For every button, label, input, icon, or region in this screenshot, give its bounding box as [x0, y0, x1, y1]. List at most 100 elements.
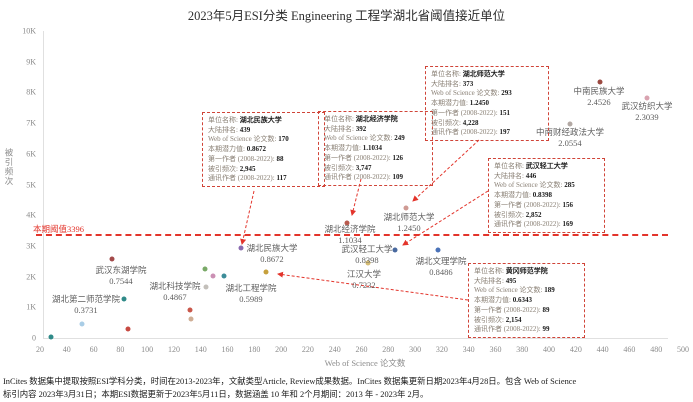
institution-name: 湖北第二师范学院 [51, 294, 121, 304]
y-tick-4K: 4K [26, 210, 36, 220]
x-tick-300: 300 [409, 345, 422, 354]
annotation-row: Web of Science 论文数: 189 [474, 286, 555, 295]
institution-name: 武汉轻工大学 [341, 244, 393, 254]
point-label-湖北文理学院: 湖北文理学院 0.8486 [415, 256, 466, 277]
annotation-row: 大陆排名: 446 [494, 171, 537, 180]
x-tick-400: 400 [543, 345, 556, 354]
point-label-江汉大学: 江汉大学 0.7232 [347, 269, 381, 290]
institution-name: 湖北师范大学 [383, 212, 435, 222]
x-axis-title: Web of Science 论文数 [324, 358, 406, 368]
annotation-row: Web of Science 论文数: 285 [494, 181, 575, 190]
annotation-row: 单位名称: 湖北经济学院 [324, 115, 398, 123]
y-tick-7K: 7K [26, 118, 36, 128]
x-tick-60: 60 [89, 345, 98, 354]
institution-name: 湖北科技学院 [149, 281, 201, 291]
scatter-point-武汉纺织大学[interactable] [644, 95, 650, 101]
annotation-row: 被引频次: 4,228 [431, 118, 479, 127]
annotation-row: 大陆排名: 392 [324, 124, 367, 133]
scatter-point-湖北文理学院[interactable] [435, 247, 441, 253]
potential-value: 0.8672 [260, 253, 284, 264]
scatter-point-中南民族大学[interactable] [597, 79, 603, 85]
annotation-box-武汉轻工大学: 单位名称: 武汉轻工大学 大陆排名: 446 Web of Science 论文数:… [488, 158, 605, 233]
potential-value: 2.0554 [558, 137, 582, 148]
annotation-row: 被引频次: 2,852 [494, 210, 542, 219]
annotation-row: 大陆排名: 439 [208, 125, 251, 134]
scatter-point-unlabeled-20[interactable] [48, 334, 54, 340]
potential-value: 1.2450 [397, 222, 421, 233]
x-tick-160: 160 [221, 345, 234, 354]
annotation-row: 被引频次: 2,154 [474, 315, 522, 324]
scatter-point-湖北民族大学[interactable] [238, 245, 244, 251]
point-label-湖北第二师范学院: 湖北第二师范学院 0.3731 [52, 294, 120, 315]
institution-name: 武汉东湖学院 [95, 265, 147, 275]
x-tick-40: 40 [62, 345, 71, 354]
point-label-湖北师范大学: 湖北师范大学 1.2450 [383, 212, 434, 233]
annotation-row: Web of Science 论文数: 170 [208, 135, 289, 144]
y-axis-line [43, 31, 44, 338]
y-tick-5K: 5K [26, 180, 36, 189]
scatter-point-武汉东湖学院[interactable] [109, 256, 115, 262]
annotation-row: 本期潜力值: 0.8398 [494, 191, 552, 200]
x-tick-260: 260 [355, 345, 368, 354]
scatter-point-江汉大学[interactable] [365, 260, 371, 266]
scatter-point-中南财经政法大学[interactable] [567, 121, 573, 127]
scatter-point-unlabeled-18[interactable] [125, 326, 131, 332]
y-tick-1K: 1K [26, 302, 36, 312]
y-axis-title: 被引频次 [4, 148, 14, 186]
footnote-line-2: 标引内容 2023年3月31日；本期ESI数据更新于2023年5月11日，数据涵… [3, 390, 429, 399]
scatter-point-unlabeled-14[interactable] [202, 266, 208, 272]
scatter-point-湖北第二师范学院[interactable] [121, 296, 127, 302]
scatter-point-unlabeled-17[interactable] [188, 316, 194, 322]
x-tick-200: 200 [275, 345, 288, 354]
annotation-box-湖北师范大学: 单位名称: 湖北师范大学 大陆排名: 373 Web of Science 论文数:… [425, 66, 549, 141]
x-tick-460: 460 [623, 345, 636, 354]
potential-value: 0.7544 [109, 275, 133, 286]
scatter-point-湖北师范大学[interactable] [403, 205, 409, 211]
institution-name: 中南民族大学 [573, 86, 625, 96]
annotation-box-湖北民族大学: 单位名称: 湖北民族大学 大陆排名: 439 Web of Science 论文数:… [202, 112, 325, 187]
scatter-point-湖北科技学院[interactable] [203, 284, 209, 290]
x-axis-line [43, 338, 668, 339]
x-tick-100: 100 [141, 345, 154, 354]
y-tick-9K: 9K [26, 57, 36, 67]
y-tick-0: 0 [32, 333, 36, 343]
institution-name: 湖北工程学院 [225, 283, 277, 293]
potential-value: 0.8398 [355, 254, 379, 265]
annotation-row: 通讯作者 (2008-2022): 99 [474, 325, 550, 334]
scatter-point-unlabeled-16[interactable] [187, 307, 193, 313]
potential-value: 0.5989 [239, 293, 263, 304]
annotation-row: 大陆排名: 495 [474, 276, 517, 285]
potential-value: 1.1034 [338, 234, 362, 245]
x-tick-20: 20 [36, 345, 44, 354]
scatter-point-unlabeled-15[interactable] [210, 273, 216, 279]
annotation-row: 第一作者 (2008-2022): 89 [474, 305, 550, 314]
y-tick-2K: 2K [26, 272, 36, 282]
point-label-湖北科技学院: 湖北科技学院 0.4867 [149, 281, 200, 302]
scatter-point-湖北经济学院[interactable] [344, 220, 350, 226]
point-label-湖北经济学院: 湖北经济学院 1.1034 [324, 224, 375, 245]
x-tick-480: 480 [650, 345, 663, 354]
annotation-row: 通讯作者 (2008-2022): 169 [494, 220, 573, 229]
annotation-row: 第一作者 (2008-2022): 156 [494, 200, 573, 209]
scatter-point-湖北工程学院[interactable] [221, 273, 227, 279]
potential-value: 2.4526 [587, 96, 611, 107]
scatter-point-unlabeled-19[interactable] [79, 321, 85, 327]
point-label-中南民族大学: 中南民族大学 2.4526 [573, 86, 624, 107]
potential-value: 0.4867 [163, 291, 187, 302]
x-tick-80: 80 [116, 345, 125, 354]
point-label-武汉东湖学院: 武汉东湖学院 0.7544 [95, 265, 146, 286]
annotation-row: 第一作者 (2008-2022): 88 [208, 154, 284, 163]
x-tick-140: 140 [194, 345, 207, 354]
potential-value: 0.3731 [74, 304, 98, 315]
x-tick-500: 500 [677, 345, 689, 354]
annotation-box-黄冈师范学院: 单位名称: 黄冈师范学院 大陆排名: 495 Web of Science 论文数:… [468, 263, 585, 338]
institution-name: 江汉大学 [346, 269, 382, 279]
scatter-point-武汉轻工大学[interactable] [392, 247, 398, 253]
x-tick-180: 180 [248, 345, 261, 354]
point-label-中南财经政法大学: 中南财经政法大学 2.0554 [536, 127, 604, 148]
annotation-row: 单位名称: 湖北师范大学 [431, 70, 505, 78]
scatter-point-黄冈师范学院[interactable] [263, 269, 269, 275]
x-tick-380: 380 [516, 345, 529, 354]
annotation-row: Web of Science 论文数: 293 [431, 89, 512, 98]
y-tick-10K: 10K [22, 26, 36, 36]
